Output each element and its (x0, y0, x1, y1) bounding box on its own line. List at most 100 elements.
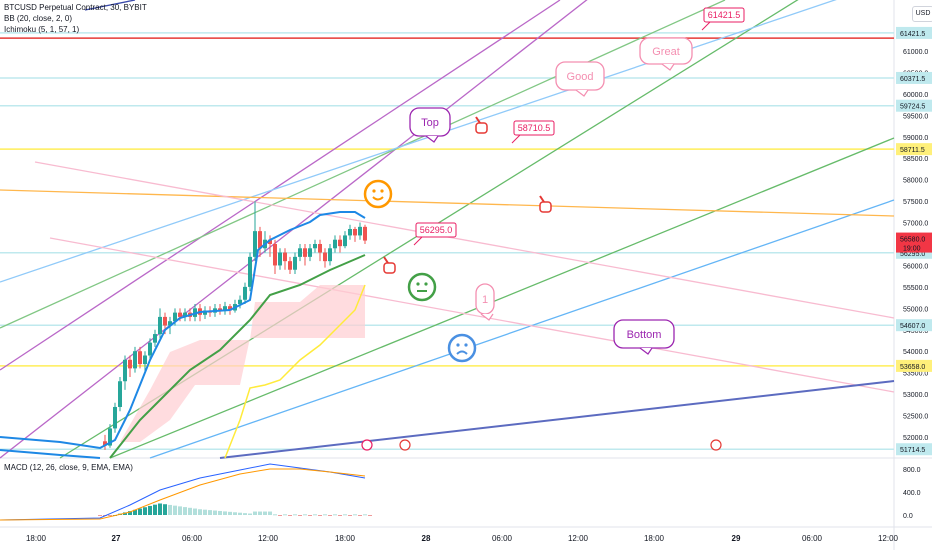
macd-histogram-bar (323, 514, 327, 516)
price-axis-tick: 54500.0 (903, 328, 928, 335)
flag-icon (710, 439, 722, 451)
face-outline (363, 179, 393, 209)
price-tag-text: 61421.5 (900, 31, 925, 38)
trend-line (49, 237, 895, 393)
face-eye (456, 343, 460, 347)
macd-histogram-bar (243, 513, 247, 515)
legend-macd[interactable]: MACD (12, 26, close, 9, EMA, EMA) (4, 463, 133, 472)
flag-icon (399, 439, 411, 451)
candle-body (223, 306, 227, 311)
legend-symbol[interactable]: BTCUSD Perpetual Contract, 30, BYBIT (4, 3, 147, 12)
time-axis-label: 18:00 (644, 534, 665, 543)
price-axis-tick: 53000.0 (903, 392, 928, 399)
trend-line (0, 0, 588, 459)
time-axis-label: 18:00 (26, 534, 47, 543)
price-note-box (415, 222, 457, 238)
macd-histogram-bar (223, 511, 227, 515)
price-note-text: 61421.5 (708, 10, 741, 20)
macd-axis-tick: 400.0 (903, 490, 921, 497)
price-tag (896, 143, 932, 156)
price-tag-text: 51714.5 (900, 447, 925, 454)
price-axis-tick: 61000.0 (903, 49, 928, 56)
legend-bollinger[interactable]: BB (20, close, 2, 0) (4, 14, 73, 23)
price-note-pointer (511, 134, 521, 144)
candle-body (158, 316, 162, 335)
macd-histogram-bar (183, 507, 187, 515)
price-tag-text: 53658.0 (900, 364, 925, 371)
time-axis-label: 12:00 (568, 534, 589, 543)
macd-histogram-bar (108, 515, 112, 516)
face-mouth (372, 196, 384, 201)
currency-button[interactable]: USD (912, 6, 932, 22)
candle-body (303, 248, 307, 257)
macd-histogram-bar (348, 515, 352, 516)
trend-line (0, 0, 561, 371)
face-eye (380, 189, 384, 193)
price-tag-text: 56295.0 (900, 251, 925, 258)
speech-bubble-tail (425, 135, 439, 143)
price-note-box (703, 7, 745, 23)
macd-histogram-bar (328, 515, 332, 516)
candle-body (358, 226, 362, 236)
candle-body (318, 244, 322, 253)
trend-line (0, 0, 837, 283)
macd-histogram-bar (363, 514, 367, 516)
candle-body (313, 244, 317, 249)
hand-palm (475, 122, 488, 134)
candle-body (343, 235, 347, 247)
trend-line (34, 161, 895, 319)
price-axis-tick: 57500.0 (903, 199, 928, 206)
candle-body (338, 239, 342, 247)
macd-histogram-bar (233, 512, 237, 515)
hand-finger (383, 256, 389, 264)
legend-ichimoku[interactable]: Ichimoku (5, 1, 57, 1) (4, 25, 80, 34)
candle-body (103, 441, 107, 446)
candle-body (258, 231, 262, 249)
macd-axis-tick: 0.0 (903, 513, 913, 520)
macd-histogram-bar (303, 514, 307, 516)
macd-histogram-bar (178, 506, 182, 515)
candle-body (293, 256, 297, 270)
price-axis-tick: 59500.0 (903, 113, 928, 120)
trend-line (84, 0, 136, 11)
trend-line (0, 0, 726, 329)
bollinger-upper (0, 211, 366, 450)
candle-body (348, 228, 352, 236)
candle-body (163, 316, 167, 326)
price-tag-text: 54607.0 (900, 323, 925, 330)
candle-body (168, 321, 172, 326)
sad-face-icon (447, 333, 477, 363)
face-outline (447, 333, 477, 363)
candle-body (143, 355, 147, 365)
price-note-text: 56295.0 (420, 225, 453, 235)
macd-histogram-bar (238, 512, 242, 515)
ichimoku-cloud (120, 285, 365, 442)
candle-body (238, 299, 242, 305)
macd-histogram-bar (128, 511, 132, 515)
face-eye (464, 343, 468, 347)
last-price-tag (896, 232, 932, 253)
face-eye (416, 282, 420, 286)
time-axis-label: 12:00 (878, 534, 899, 543)
ichimoku-green-line (109, 254, 366, 459)
candle-body (248, 256, 252, 287)
candle-body (323, 252, 327, 262)
price-tag-text: 59724.5 (900, 104, 925, 111)
hand-finger (475, 116, 481, 124)
trend-line (109, 137, 895, 459)
price-axis-tick: 56000.0 (903, 263, 928, 270)
candle-body (118, 381, 122, 407)
signal-line (0, 468, 366, 521)
macd-histogram-bar (163, 504, 167, 515)
price-axis-tick: 55000.0 (903, 306, 928, 313)
candle-body (108, 428, 112, 446)
neutral-face-icon (407, 272, 437, 302)
hand-palm (539, 201, 552, 213)
price-axis-tick: 60000.0 (903, 92, 928, 99)
speech-bubble-text: Good (567, 71, 594, 83)
ichimoku-yellow-line (224, 284, 366, 459)
macd-histogram-bar (353, 514, 357, 516)
macd-histogram-bar (143, 507, 147, 515)
